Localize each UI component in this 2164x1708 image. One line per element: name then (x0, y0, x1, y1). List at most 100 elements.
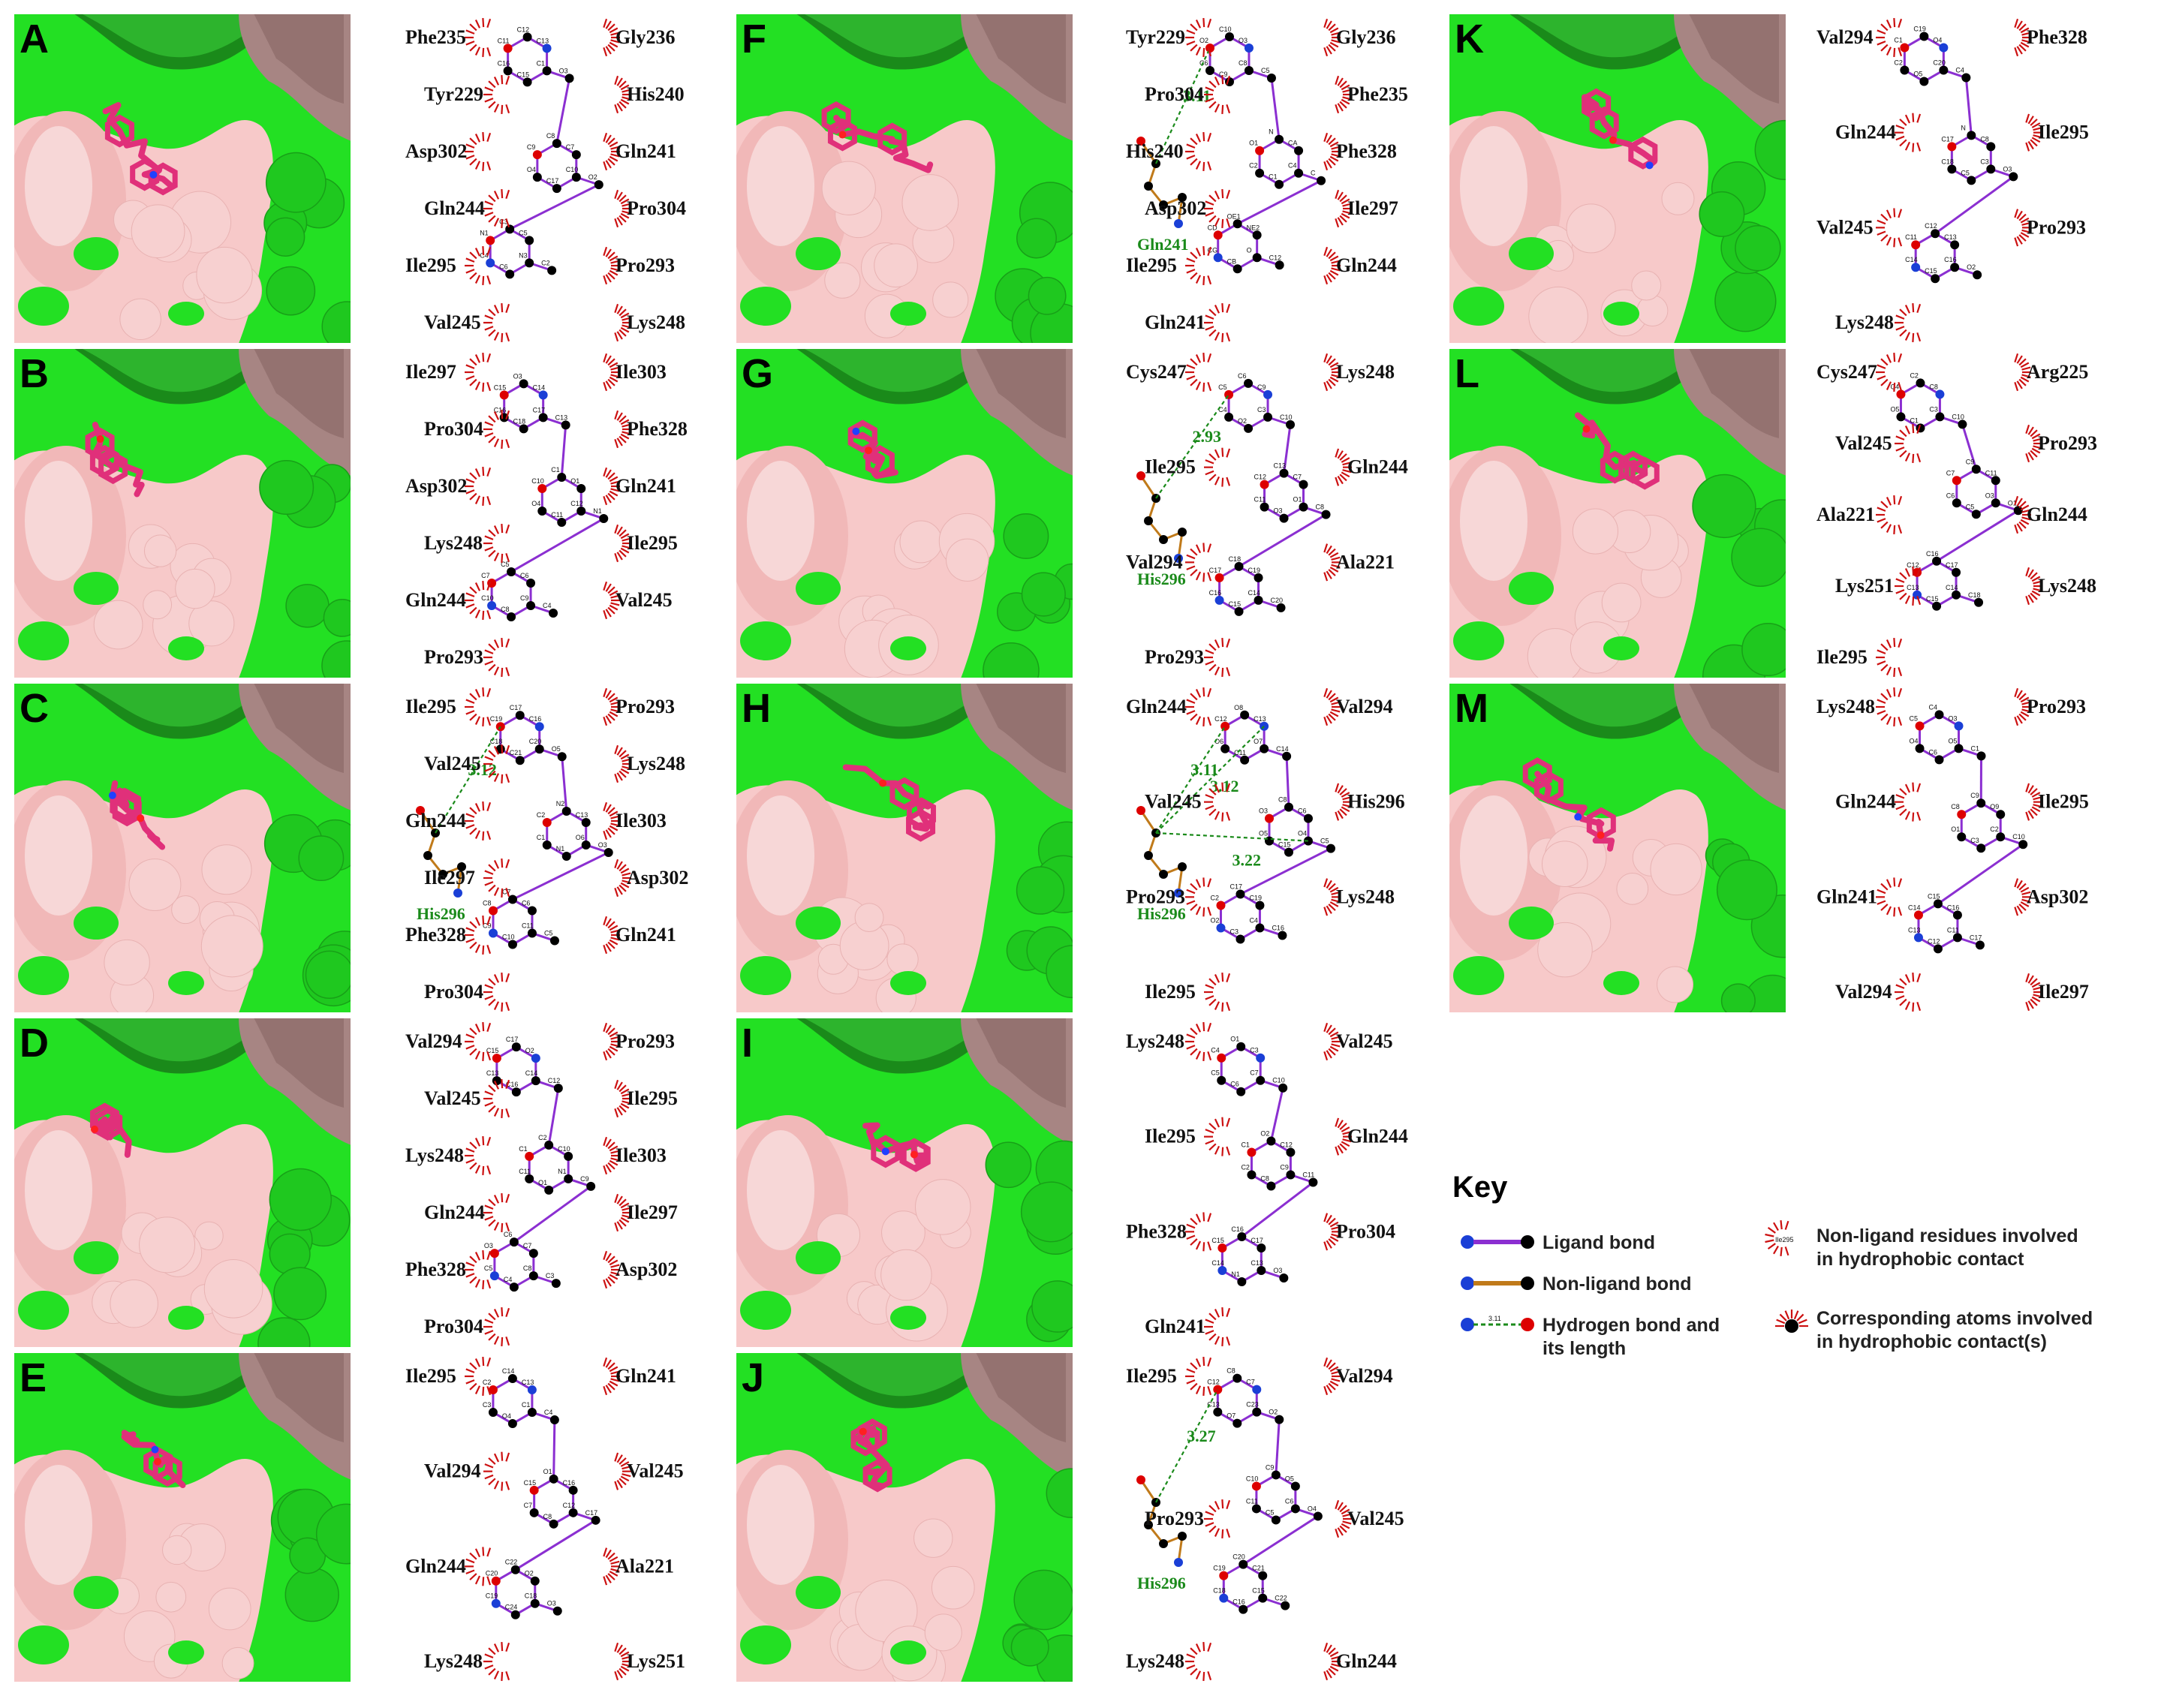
atom-label: C14 (1946, 584, 1958, 591)
atom-label: C20 (1933, 59, 1946, 67)
pocket-surface-J: J (736, 1352, 1073, 1682)
panel-letter: K (1455, 17, 1484, 62)
atom-label: C12 (1254, 474, 1267, 481)
atom-label: O5 (552, 745, 561, 753)
atom-label: C12 (1214, 715, 1227, 723)
atom (594, 180, 603, 190)
residue-label: Gly236 (1336, 26, 1395, 48)
atom (1933, 944, 1943, 954)
atom-label: N3 (519, 251, 528, 259)
atom (1260, 502, 1269, 512)
atom-label: O1 (1951, 825, 1960, 833)
residue-label: Lys248 (405, 1144, 464, 1166)
panel-letter: B (20, 351, 49, 396)
atom (509, 1237, 519, 1247)
pocket-surface-B: B (14, 348, 351, 678)
atom-label: C10 (1219, 26, 1232, 33)
residue-label: Lys248 (1336, 361, 1395, 383)
atom-label: C17 (1229, 883, 1242, 890)
atom (538, 413, 548, 422)
atom (1260, 744, 1269, 753)
atom-label: C16 (1926, 550, 1939, 558)
atom (1913, 590, 1922, 600)
atom (1933, 899, 1943, 909)
atom-label: O4 (1933, 37, 1942, 44)
atom (1934, 710, 1944, 720)
atom (1266, 73, 1276, 83)
key-hbond-2: its length (1542, 1338, 1626, 1359)
atom (1240, 710, 1250, 720)
atom-label: C4 (1288, 162, 1297, 170)
atom-label: C13 (522, 1379, 534, 1386)
atom (486, 236, 495, 245)
atom (528, 1249, 538, 1258)
atom (1252, 253, 1262, 263)
atom (515, 711, 525, 720)
atom-label: C7 (566, 143, 575, 151)
residue-label: Val245 (1816, 216, 1874, 238)
atom (1284, 802, 1293, 812)
atom (1952, 567, 1961, 577)
atom-label: C1 (519, 1145, 528, 1153)
atom-label: C16 (563, 1479, 576, 1487)
atom-label: C6 (499, 263, 508, 270)
atom-label: O2 (525, 1570, 534, 1577)
atom-label: C18 (1968, 591, 1981, 599)
atom (488, 906, 498, 916)
atom (1263, 412, 1273, 422)
atom-label: C9 (483, 922, 492, 930)
atom-label: O6 (576, 834, 585, 841)
residue-label: Ile297 (2038, 981, 2089, 1003)
panel-letter: G (742, 351, 773, 396)
residue-label: Ile295 (1126, 1365, 1177, 1387)
atom-label: C11 (519, 1168, 531, 1175)
atom (552, 139, 561, 149)
atom (1281, 1601, 1290, 1610)
atom-label: C13 (1254, 715, 1266, 723)
atom-label: C9 (1257, 383, 1266, 391)
residue-label: Ala221 (1816, 504, 1875, 525)
atom (1939, 43, 1949, 53)
atom (1971, 510, 1981, 519)
ligand-sticks (108, 780, 166, 850)
atom-label: CG (1208, 246, 1218, 254)
atom-label: C17 (1946, 561, 1958, 569)
atom (1240, 755, 1250, 765)
residue-label: Lys248 (1126, 1650, 1184, 1672)
atom (1244, 65, 1254, 75)
residue-label: Ala221 (615, 1555, 674, 1577)
atom-label: C18 (513, 417, 526, 425)
residue-label: Pro293 (1145, 1508, 1204, 1529)
atom (534, 744, 544, 754)
residue-label: Phe328 (405, 924, 466, 946)
atom (2013, 506, 2023, 516)
residue-label: Asp302 (2027, 886, 2088, 907)
atom-label: C6 (522, 900, 531, 907)
atom-label: C16 (529, 715, 542, 723)
atom (537, 507, 547, 516)
atom (505, 224, 515, 234)
atom (1952, 933, 1962, 943)
atom (1991, 498, 2000, 508)
atom-label: C11 (1947, 926, 1959, 934)
atom-label: C14 (502, 1367, 515, 1375)
atom (492, 1054, 501, 1063)
hbond-length: 3.27 (1187, 1427, 1216, 1445)
atom (1290, 1504, 1300, 1514)
atom-label: C6 (1946, 492, 1955, 499)
atom (1252, 230, 1262, 240)
atom-label: C16 (1947, 904, 1960, 911)
legend-key: Key Ligand bond Non-ligand bond 3.11 Hydroge… (1452, 1167, 2128, 1377)
atom (1205, 43, 1215, 53)
residue-label: Pro304 (1336, 1220, 1395, 1242)
residue-label: Ile303 (615, 810, 667, 831)
atom-label: O1 (1293, 496, 1302, 504)
atom-label: O7 (1226, 1412, 1235, 1420)
atom (525, 1151, 534, 1161)
atom (491, 1576, 501, 1586)
atom-label: C17 (1941, 135, 1954, 143)
atom-label: C15 (1925, 267, 1937, 275)
atom-label: C8 (1260, 1175, 1269, 1183)
atom-label: C17 (1209, 567, 1222, 574)
atom-label: C16 (506, 1081, 519, 1088)
